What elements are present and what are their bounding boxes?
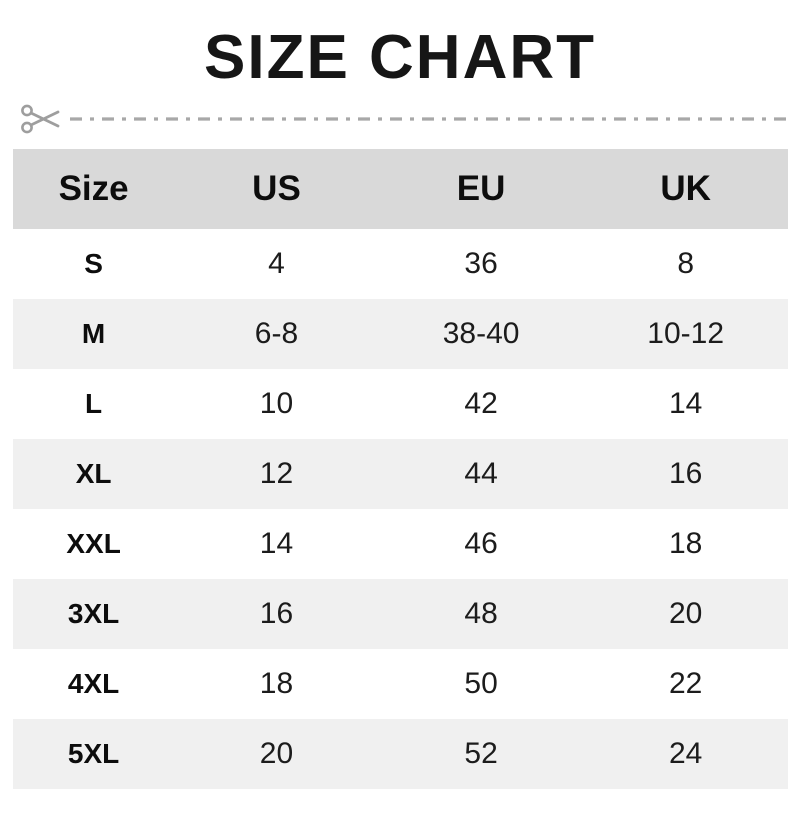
uk-cell: 10-12: [647, 317, 725, 350]
us-cell: 6-8: [254, 317, 299, 350]
size-cell: 3XL: [67, 598, 120, 629]
size-cell: XXL: [66, 528, 121, 559]
eu-cell: 46: [464, 527, 498, 560]
table-row: 3XL 16 48 20: [13, 579, 788, 649]
us-cell: 14: [259, 527, 294, 560]
header-eu: EU: [456, 169, 506, 208]
eu-cell: 50: [464, 667, 498, 700]
uk-cell: 20: [668, 597, 703, 630]
us-cell: 16: [259, 597, 294, 630]
dashed-cut-line: [70, 117, 788, 121]
cut-line: [20, 100, 788, 138]
eu-cell: 36: [464, 247, 498, 280]
uk-cell: 16: [668, 457, 703, 490]
uk-cell: 24: [668, 737, 703, 770]
us-cell: 4: [268, 247, 285, 280]
size-cell: 4XL: [67, 668, 120, 699]
table-row: 4XL 18 50 22: [13, 649, 788, 719]
size-cell: 5XL: [67, 738, 120, 769]
uk-cell: 18: [668, 527, 703, 560]
size-cell: S: [84, 248, 103, 279]
us-cell: 20: [259, 737, 294, 770]
eu-cell: 44: [464, 457, 498, 490]
table-row: XXL 14 46 18: [13, 509, 788, 579]
us-cell: 12: [259, 457, 294, 490]
uk-cell: 14: [668, 387, 703, 420]
uk-cell: 8: [677, 247, 695, 280]
size-chart-table: Size US EU UK S 4 36 8 M 6-8 38-40 10-12…: [13, 149, 788, 789]
us-cell: 10: [259, 387, 294, 420]
header-us: US: [252, 169, 301, 208]
uk-cell: 22: [668, 667, 703, 700]
size-cell: XL: [75, 458, 112, 489]
page-title: SIZE CHART: [204, 23, 596, 92]
table-row: 5XL 20 52 24: [13, 719, 788, 789]
size-cell: L: [85, 388, 103, 419]
us-cell: 18: [259, 667, 294, 700]
size-cell: M: [81, 318, 106, 349]
table-row: L 10 42 14: [13, 369, 788, 439]
table-row: XL 12 44 16: [13, 439, 788, 509]
eu-cell: 52: [464, 737, 498, 770]
table-body: S 4 36 8 M 6-8 38-40 10-12 L 10 42 14 XL…: [13, 229, 788, 789]
header-size: Size: [58, 169, 129, 208]
scissors-icon: [21, 104, 60, 134]
eu-cell: 48: [464, 597, 498, 630]
table-row: M 6-8 38-40 10-12: [13, 299, 788, 369]
table-header-row: Size US EU UK: [13, 149, 788, 229]
eu-cell: 38-40: [442, 317, 520, 350]
eu-cell: 42: [464, 387, 498, 420]
header-uk: UK: [660, 169, 711, 208]
table-row: S 4 36 8: [13, 229, 788, 299]
